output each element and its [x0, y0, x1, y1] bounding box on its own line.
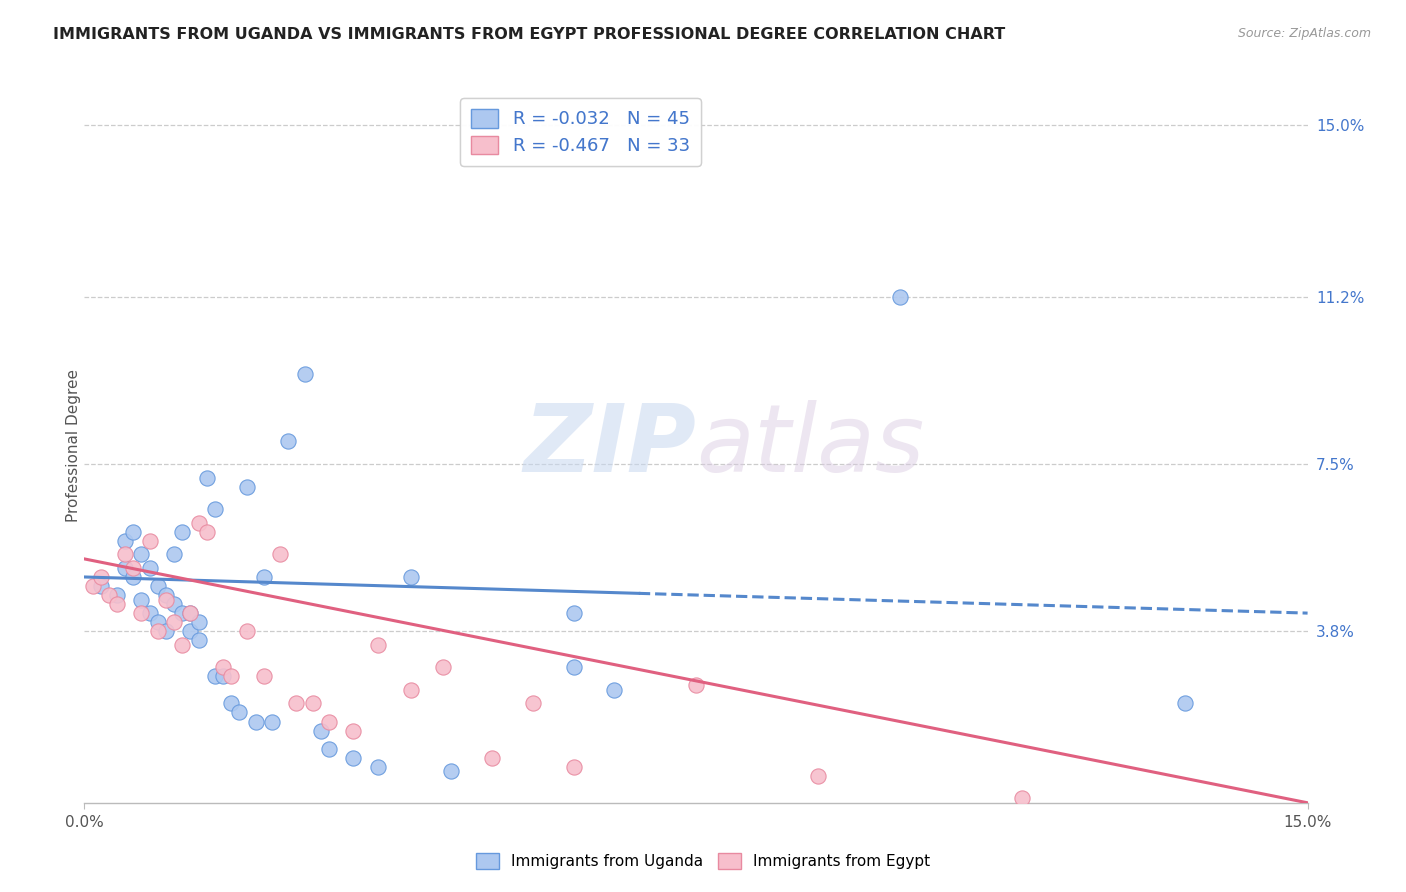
Point — [318, 714, 340, 729]
Point — [245, 714, 267, 729]
Point — [146, 624, 169, 639]
Point — [82, 579, 104, 593]
Point — [163, 597, 186, 611]
Point — [228, 706, 250, 720]
Point — [342, 723, 364, 738]
Point — [562, 759, 585, 773]
Text: IMMIGRANTS FROM UGANDA VS IMMIGRANTS FROM EGYPT PROFESSIONAL DEGREE CORRELATION : IMMIGRANTS FROM UGANDA VS IMMIGRANTS FRO… — [53, 27, 1005, 42]
Point — [163, 615, 186, 629]
Point — [522, 697, 544, 711]
Point — [155, 592, 177, 607]
Point — [172, 606, 194, 620]
Point — [179, 606, 201, 620]
Point — [131, 592, 153, 607]
Point — [399, 682, 422, 697]
Point — [114, 561, 136, 575]
Point — [131, 606, 153, 620]
Point — [105, 588, 128, 602]
Legend: Immigrants from Uganda, Immigrants from Egypt: Immigrants from Uganda, Immigrants from … — [470, 847, 936, 875]
Point — [187, 633, 209, 648]
Point — [269, 548, 291, 562]
Point — [889, 290, 911, 304]
Point — [122, 570, 145, 584]
Point — [562, 660, 585, 674]
Point — [138, 533, 160, 548]
Point — [114, 533, 136, 548]
Point — [172, 638, 194, 652]
Point — [172, 524, 194, 539]
Point — [1011, 791, 1033, 805]
Point — [253, 669, 276, 683]
Point — [285, 697, 308, 711]
Point — [685, 678, 707, 692]
Point — [603, 682, 626, 697]
Point — [90, 579, 112, 593]
Point — [179, 606, 201, 620]
Point — [204, 502, 226, 516]
Point — [318, 741, 340, 756]
Point — [481, 750, 503, 764]
Y-axis label: Professional Degree: Professional Degree — [66, 369, 80, 523]
Point — [179, 624, 201, 639]
Point — [562, 606, 585, 620]
Point — [114, 548, 136, 562]
Point — [253, 570, 276, 584]
Point — [236, 480, 259, 494]
Point — [807, 769, 830, 783]
Point — [131, 548, 153, 562]
Point — [212, 669, 235, 683]
Point — [163, 548, 186, 562]
Point — [138, 606, 160, 620]
Point — [367, 638, 389, 652]
Point — [212, 660, 235, 674]
Point — [146, 615, 169, 629]
Point — [367, 759, 389, 773]
Legend: R = -0.032   N = 45, R = -0.467   N = 33: R = -0.032 N = 45, R = -0.467 N = 33 — [460, 98, 700, 166]
Point — [432, 660, 454, 674]
Point — [195, 470, 218, 484]
Point — [1174, 697, 1197, 711]
Point — [187, 615, 209, 629]
Point — [204, 669, 226, 683]
Point — [301, 697, 323, 711]
Point — [122, 524, 145, 539]
Point — [399, 570, 422, 584]
Point — [155, 588, 177, 602]
Point — [90, 570, 112, 584]
Point — [97, 588, 120, 602]
Text: atlas: atlas — [696, 401, 924, 491]
Point — [105, 597, 128, 611]
Point — [294, 367, 316, 381]
Point — [260, 714, 283, 729]
Text: ZIP: ZIP — [523, 400, 696, 492]
Point — [440, 764, 463, 779]
Point — [138, 561, 160, 575]
Point — [342, 750, 364, 764]
Point — [187, 516, 209, 530]
Point — [219, 669, 242, 683]
Text: Source: ZipAtlas.com: Source: ZipAtlas.com — [1237, 27, 1371, 40]
Point — [155, 624, 177, 639]
Point — [146, 579, 169, 593]
Point — [195, 524, 218, 539]
Point — [219, 697, 242, 711]
Point — [236, 624, 259, 639]
Point — [309, 723, 332, 738]
Point — [122, 561, 145, 575]
Point — [277, 434, 299, 449]
